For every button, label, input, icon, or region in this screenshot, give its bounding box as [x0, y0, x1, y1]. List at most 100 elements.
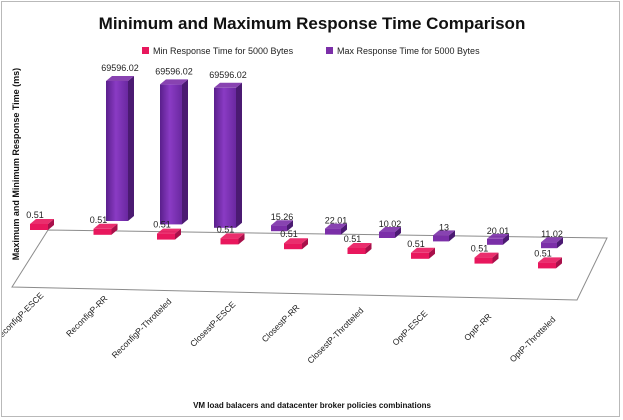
bar-max-4 [325, 223, 347, 235]
bar-min-0-top [30, 219, 54, 224]
bar-min-6 [411, 247, 435, 259]
bar-max-2-side [236, 82, 242, 228]
bar-max-7-top [487, 233, 509, 239]
bar-min-1-top [93, 223, 118, 229]
bar-max-1-side [182, 79, 188, 225]
bar-min-5-side [365, 243, 372, 254]
bar-max-0-side [128, 76, 134, 221]
bar-min-5-top [347, 243, 372, 248]
bar-min-4-side [302, 238, 308, 250]
bar-max-6 [433, 230, 455, 242]
bar-min-4-front [284, 243, 302, 250]
bar-min-6-top [411, 247, 435, 253]
category-label-3: ClosestP-ESCE [188, 299, 238, 349]
bar-max-2 [214, 82, 242, 228]
bar-min-8-side [556, 257, 562, 269]
category-label-2: ReconfigP-Throtteled [110, 296, 174, 360]
data-label-max-3: 15.26 [271, 212, 294, 222]
bar-min-7-top [474, 252, 499, 258]
chart-floor [11, 229, 608, 301]
bar-min-0-front [30, 224, 48, 230]
bar-min-3 [220, 233, 245, 245]
legend-label-min: Min Response Time for 5000 Bytes [153, 46, 294, 56]
bar-max-7-side [503, 233, 509, 245]
category-label-0: ReconfigP-ESCE [2, 290, 46, 343]
category-label-7: OptP-RR [462, 311, 493, 342]
data-label-min-7: 0.51 [471, 244, 489, 254]
bar-max-1-top [160, 79, 188, 85]
data-label-max-1: 69596.02 [155, 66, 193, 76]
category-label-4: ClosestP-RR [260, 302, 302, 344]
data-label-min-8: 0.51 [534, 248, 552, 258]
bar-min-3-front [220, 238, 239, 245]
bar-min-7 [474, 252, 499, 264]
bar-max-4-front [325, 228, 341, 235]
category-label-5: ClosestP-Throtteled [305, 305, 365, 365]
legend-label-max: Max Response Time for 5000 Bytes [337, 46, 480, 56]
bar-max-3-side [287, 220, 293, 232]
category-label-6: OptP-ESCE [390, 308, 429, 347]
bar-min-4 [284, 238, 308, 250]
bar-min-6-side [429, 247, 435, 259]
bar-min-0-side [48, 219, 54, 230]
data-label-min-2: 0.51 [153, 220, 171, 230]
bar-min-8-front [538, 262, 556, 269]
bar-min-3-top [220, 233, 245, 239]
legend-swatch-max [326, 47, 333, 54]
bar-min-2 [157, 228, 181, 240]
data-label-max-8: 11.02 [541, 229, 563, 239]
bar-max-1 [160, 79, 188, 225]
data-label-max-4: 22.01 [325, 216, 348, 226]
data-label-min-6: 0.51 [407, 239, 425, 249]
category-labels: ReconfigP-ESCE ReconfigP-RR ReconfigP-Thro… [2, 290, 558, 365]
data-label-min-5: 0.51 [344, 234, 362, 244]
bar-max-6-front [433, 235, 449, 242]
bar-max-5-top [379, 227, 401, 232]
bar-max-1-front [160, 84, 182, 225]
bar-max-4-side [341, 223, 347, 235]
legend-swatch-min [142, 47, 149, 54]
bar-max-5-front [379, 232, 395, 238]
legend: Min Response Time for 5000 Bytes Max Res… [142, 46, 480, 56]
bar-min-7-front [474, 257, 493, 264]
bar-max-5 [379, 227, 401, 238]
data-label-min-1: 0.51 [90, 215, 108, 225]
bar-min-1-front [93, 228, 112, 235]
bar-max-0 [106, 76, 134, 221]
data-label-min-3: 0.51 [217, 224, 235, 234]
bar-max-8 [541, 237, 563, 249]
bar-min-1 [93, 223, 118, 235]
bar-max-0-top [106, 76, 134, 81]
bar-max-8-front [541, 242, 557, 249]
bar-min-6-front [411, 252, 429, 259]
bar-max-3-top [271, 220, 293, 226]
bar-max-3 [271, 220, 293, 232]
bar-max-3-front [271, 225, 287, 232]
bar-max-0-front [106, 81, 128, 221]
bar-max-5-side [395, 227, 401, 238]
bar-max-7 [487, 233, 509, 245]
bar-max-6-side [449, 230, 455, 242]
x-axis-label: VM load balacers and datacenter broker p… [193, 401, 431, 410]
bar-max-7-front [487, 238, 503, 245]
bar-max-2-front [214, 87, 236, 228]
bar-max-8-top [541, 237, 563, 243]
bar-min-3-side [238, 233, 245, 245]
bar-max-4-top [325, 223, 347, 229]
category-label-8: OptP-Throtteled [508, 314, 558, 364]
bar-min-2-front [157, 233, 175, 240]
chart-title: Minimum and Maximum Response Time Compar… [99, 14, 526, 33]
bars-layer: 69596.02 0.51 69596.02 0.51 69596.02 0.51 15.2… [26, 63, 563, 269]
bar-min-2-top [157, 228, 181, 234]
data-label-max-6: 13 [439, 222, 449, 232]
category-label-1: ReconfigP-RR [64, 293, 109, 338]
bar-min-0 [30, 219, 54, 230]
bar-max-8-side [557, 237, 563, 249]
data-label-min-0: 0.51 [26, 210, 44, 220]
bar-min-5 [347, 243, 372, 254]
data-label-min-4: 0.51 [280, 229, 298, 239]
bar-min-4-top [284, 238, 308, 244]
bar-min-2-side [175, 228, 181, 240]
